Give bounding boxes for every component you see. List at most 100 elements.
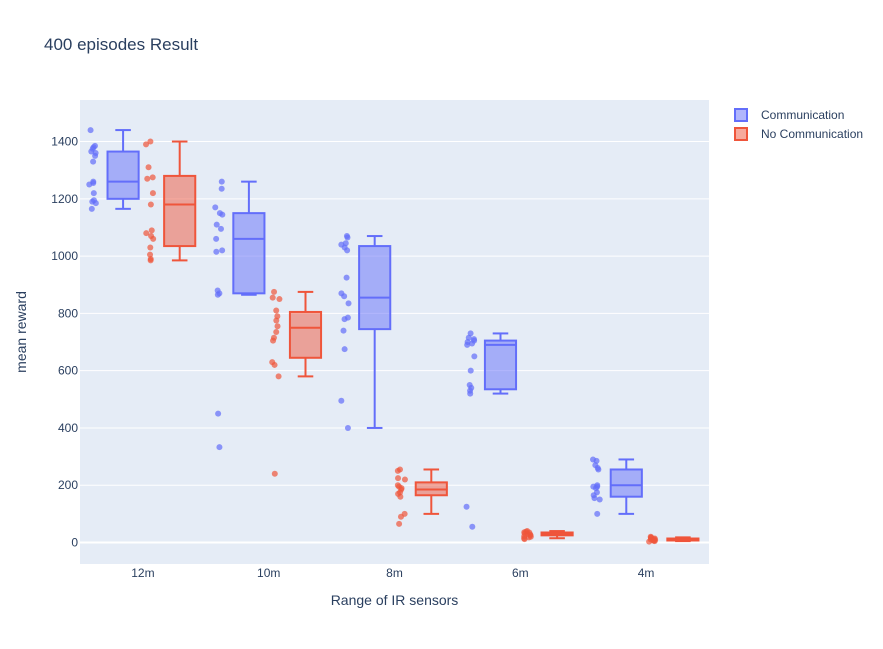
- data-point: [469, 340, 476, 347]
- data-point: [86, 181, 93, 188]
- data-point: [340, 327, 347, 334]
- data-point: [397, 513, 404, 520]
- data-point: [147, 201, 154, 208]
- data-point: [341, 316, 348, 323]
- box-iqr: [163, 174, 197, 248]
- box-group: [269, 288, 323, 477]
- data-point: [88, 205, 95, 212]
- data-point: [143, 230, 150, 237]
- data-point: [218, 178, 225, 185]
- box-group: [212, 178, 266, 451]
- box-group: [646, 533, 700, 545]
- data-point: [270, 337, 277, 344]
- data-point: [471, 353, 478, 360]
- data-point: [274, 323, 281, 330]
- data-point: [144, 175, 151, 182]
- series-no-communication: [143, 138, 700, 545]
- data-point: [646, 538, 653, 545]
- data-point: [463, 503, 470, 510]
- data-point: [212, 204, 219, 211]
- data-point: [401, 476, 408, 483]
- data-point: [344, 424, 351, 431]
- y-axis-title: mean reward: [13, 291, 29, 373]
- data-point: [90, 158, 97, 165]
- box-iqr: [232, 212, 266, 295]
- data-point: [341, 346, 348, 353]
- data-point: [271, 288, 278, 295]
- data-point: [338, 397, 345, 404]
- box-group: [463, 330, 518, 530]
- box-iqr: [609, 468, 643, 498]
- data-point: [148, 227, 155, 234]
- box-group: [590, 456, 643, 517]
- x-axis-title: Range of IR sensors: [331, 592, 459, 608]
- data-point: [467, 390, 474, 397]
- y-tick-label: 0: [71, 536, 78, 550]
- data-point: [218, 185, 225, 192]
- data-point: [344, 234, 351, 241]
- data-point: [271, 361, 278, 368]
- x-tick-label: 6m: [512, 566, 529, 580]
- data-point: [591, 495, 598, 502]
- data-point: [217, 225, 224, 232]
- data-point: [92, 200, 99, 207]
- data-point: [213, 221, 220, 228]
- y-tick-label: 1000: [51, 249, 78, 263]
- legend-swatch: [734, 108, 748, 122]
- series-communication: [86, 127, 643, 530]
- data-point: [216, 444, 223, 451]
- gridlines: [80, 141, 709, 544]
- legend: Communication No Communication: [734, 108, 863, 141]
- data-point: [341, 293, 348, 300]
- data-layer: [86, 127, 700, 545]
- data-point: [147, 257, 154, 264]
- data-point: [145, 164, 152, 171]
- data-point: [92, 152, 99, 159]
- data-point: [147, 138, 154, 145]
- box-iqr: [288, 310, 323, 359]
- y-axis-ticks: 0 200 400 600 800 1000 1200 1400: [51, 135, 78, 550]
- y-tick-label: 800: [58, 306, 78, 320]
- data-point: [214, 291, 221, 298]
- data-point: [395, 475, 402, 482]
- data-point: [150, 235, 157, 242]
- data-point: [273, 329, 280, 335]
- legend-label: Communication: [761, 108, 844, 122]
- data-point: [595, 466, 602, 473]
- box-group: [521, 528, 574, 543]
- data-point: [213, 248, 220, 255]
- data-point: [276, 296, 283, 303]
- y-tick-label: 200: [58, 478, 78, 492]
- data-point: [394, 467, 401, 474]
- box-iqr: [106, 150, 140, 200]
- data-point: [87, 127, 94, 134]
- y-tick-label: 1400: [51, 135, 78, 149]
- data-point: [149, 174, 156, 181]
- box-iqr: [483, 339, 518, 391]
- data-point: [464, 341, 471, 348]
- data-point: [651, 538, 658, 545]
- data-point: [397, 493, 404, 500]
- box-group: [394, 466, 448, 527]
- data-point: [90, 190, 97, 197]
- x-tick-label: 8m: [386, 566, 403, 580]
- data-point: [219, 247, 226, 254]
- data-point: [343, 274, 350, 281]
- data-point: [275, 373, 282, 380]
- x-tick-label: 10m: [257, 566, 280, 580]
- y-tick-label: 400: [58, 421, 78, 435]
- data-point: [594, 510, 601, 517]
- data-point: [269, 294, 276, 301]
- data-point: [143, 141, 150, 148]
- y-tick-label: 1200: [51, 192, 78, 206]
- data-point: [213, 235, 220, 242]
- chart-title: 400 episodes Result: [44, 35, 198, 54]
- box-group: [338, 233, 392, 431]
- data-point: [215, 410, 222, 417]
- data-point: [149, 190, 156, 197]
- data-point: [344, 247, 351, 254]
- data-point: [273, 317, 280, 324]
- x-tick-label: 4m: [638, 566, 655, 580]
- data-point: [467, 367, 474, 374]
